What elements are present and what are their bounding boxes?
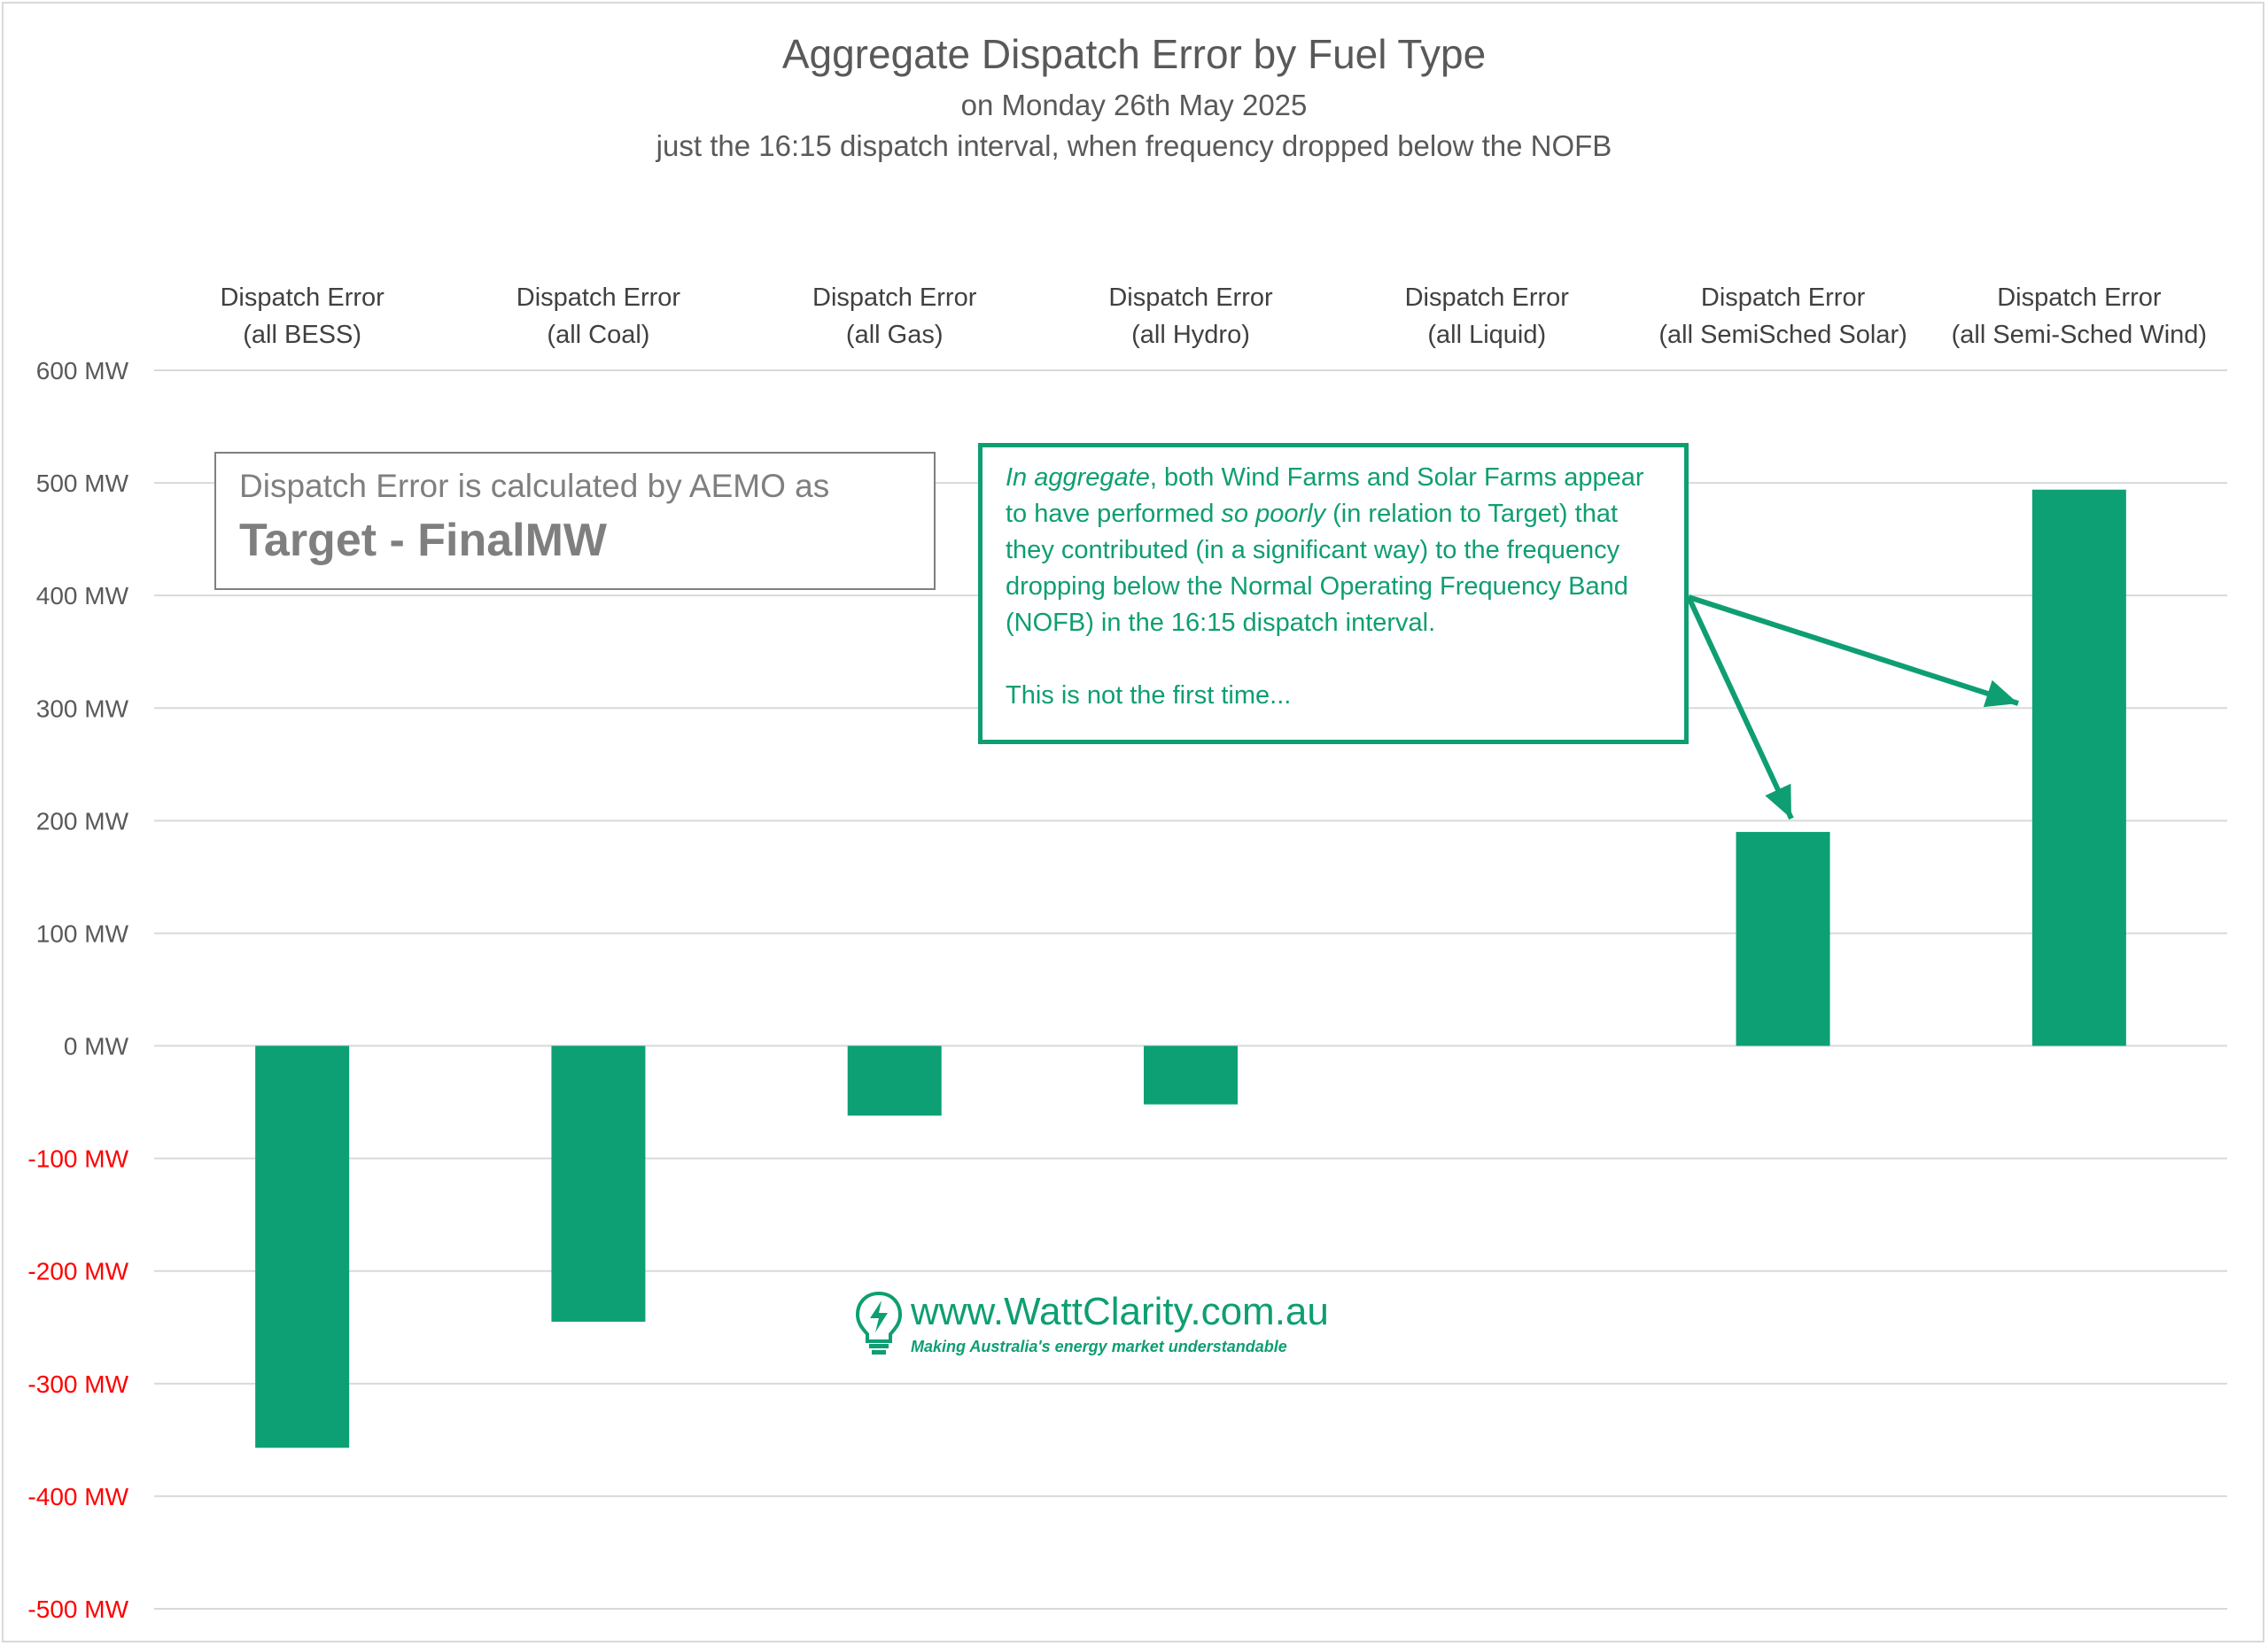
category-label: (all Hydro) [1131, 321, 1250, 349]
y-tick-label: 200 MW [36, 807, 129, 835]
bar [847, 1045, 942, 1116]
chart-title: Aggregate Dispatch Error by Fuel Type [781, 31, 1487, 77]
logo-tagline: Making Australia's energy market underst… [911, 1338, 1287, 1355]
callout-arrowhead [1765, 783, 1791, 819]
chart-subtitle-2: just the 16:15 dispatch interval, when f… [656, 129, 1612, 162]
formula-note-formula: Target - FinalMW [239, 515, 608, 566]
category-label: Dispatch Error [1701, 283, 1866, 312]
y-tick-label: -200 MW [27, 1258, 128, 1285]
y-tick-label: 600 MW [36, 357, 129, 384]
callout-closing: This is not the first time... [1006, 681, 1292, 710]
category-label: (all Liquid) [1427, 321, 1546, 349]
category-label: Dispatch Error [1108, 283, 1273, 312]
callout-arrow [1688, 594, 2019, 706]
wattclarity-logo[interactable]: www.WattClarity.com.au Making Australia'… [854, 1290, 1350, 1357]
annotation-callout: In aggregate, both Wind Farms and Solar … [978, 443, 1689, 744]
chart-subtitle: on Monday 26th May 2025 [960, 89, 1308, 121]
y-tick-label: 0 MW [64, 1033, 129, 1060]
bar [1144, 1045, 1238, 1105]
category-label: (all Gas) [846, 321, 944, 349]
category-label: (all Semi-Sched Wind) [1952, 321, 2207, 349]
category-label: (all Coal) [547, 321, 649, 349]
y-tick-label: -100 MW [27, 1145, 128, 1173]
callout-arrowhead [1983, 679, 2018, 708]
y-tick-label: 500 MW [36, 470, 129, 497]
category-label: Dispatch Error [1997, 283, 2162, 312]
y-tick-label: 300 MW [36, 695, 129, 722]
callout-paragraph: In aggregate, both Wind Farms and Solar … [1006, 460, 1661, 641]
y-tick-label: -300 MW [27, 1370, 128, 1398]
bar [551, 1045, 646, 1322]
y-tick-label: 400 MW [36, 582, 129, 609]
y-tick-label: -500 MW [27, 1596, 128, 1623]
bar [255, 1045, 350, 1448]
bar [1736, 832, 1830, 1046]
y-tick-label: -400 MW [27, 1483, 128, 1510]
bar [2031, 489, 2126, 1046]
category-label: Dispatch Error [812, 283, 977, 312]
callout-emphasis-1: In aggregate [1006, 463, 1150, 492]
category-label: (all BESS) [243, 321, 361, 349]
lightbulb-bolt-icon [855, 1291, 903, 1355]
category-label: Dispatch Error [517, 283, 681, 312]
logo-url: www.WattClarity.com.au [911, 1290, 1329, 1333]
category-label: Dispatch Error [220, 283, 384, 312]
formula-note-text: Dispatch Error is calculated by AEMO as [239, 468, 830, 504]
callout-arrow [1686, 595, 1794, 820]
callout-text-2: (in relation to Target) that they contri… [1006, 500, 1628, 637]
category-label: (all SemiSched Solar) [1658, 321, 1907, 349]
formula-note: Dispatch Error is calculated by AEMO as … [214, 452, 936, 590]
callout-emphasis-2: so poorly [1221, 500, 1326, 528]
callout-text-1: , both Wind Farms and Solar Farms appear… [1006, 463, 1644, 528]
y-tick-label: 100 MW [36, 920, 129, 947]
category-label: Dispatch Error [1405, 283, 1570, 312]
